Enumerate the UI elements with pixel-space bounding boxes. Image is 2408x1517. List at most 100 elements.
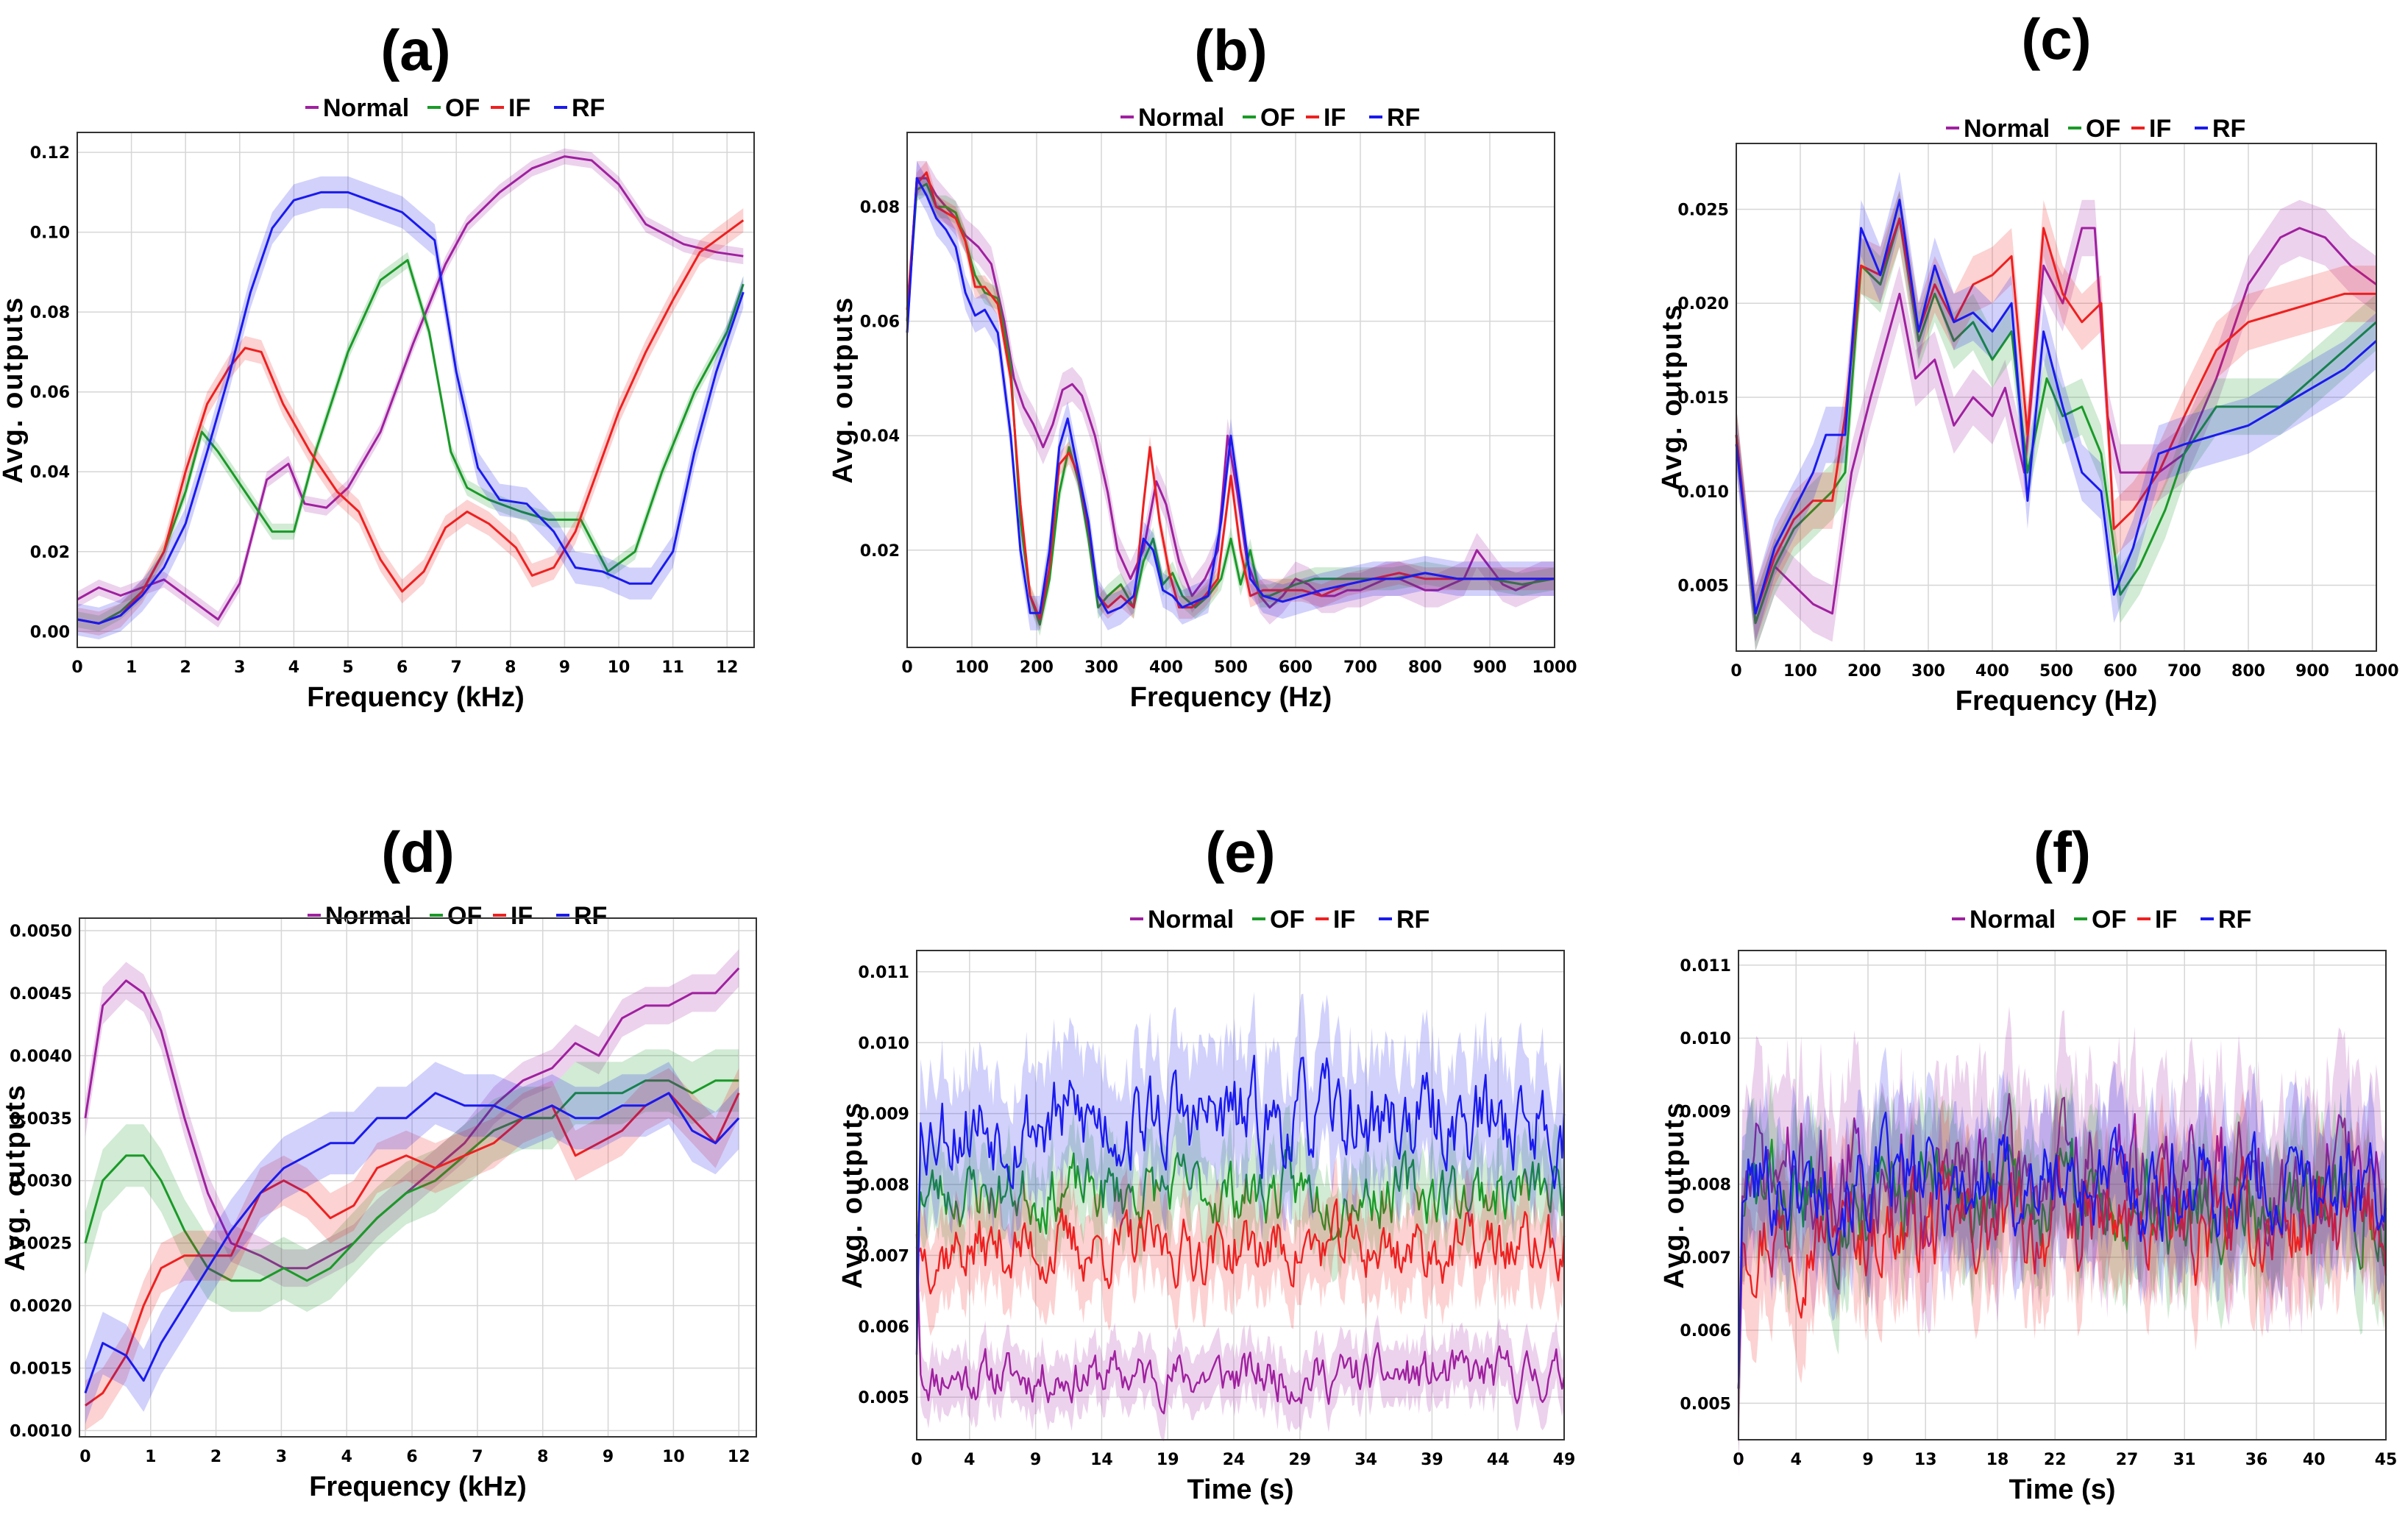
legend-item-rf: RF — [556, 902, 607, 930]
legend-label-if: IF — [1324, 104, 1346, 132]
grid-a — [77, 132, 754, 647]
chart-panel-a: (a) Normal OF IF RF 0 1 2 3 4 5 6 7 8 9 10 11 12 0.00 0.02 0… — [0, 0, 803, 758]
legend-label-normal: Normal — [1148, 906, 1234, 934]
legend-item-normal: Normal — [308, 902, 411, 930]
legend-label-rf: RF — [574, 902, 607, 930]
x-tick-label: 500 — [1214, 658, 1248, 677]
x-tick-label: 40 — [2303, 1451, 2326, 1469]
series-line-of — [1735, 217, 2377, 625]
legend-label-if: IF — [511, 902, 533, 930]
y-tick-label: 0.06 — [860, 313, 900, 332]
x-tick-label: 6 — [397, 658, 408, 677]
legend-label-rf: RF — [572, 94, 605, 122]
series-line-of — [77, 259, 745, 625]
legend-label-normal: Normal — [1138, 104, 1224, 132]
series-band-rf — [77, 176, 744, 640]
x-tick-label: 7 — [472, 1448, 483, 1466]
series-band-rf — [907, 160, 1555, 630]
legend-item-of: OF — [2068, 115, 2120, 143]
legend-label-of: OF — [445, 94, 480, 122]
x-tick-label: 200 — [1847, 662, 1881, 681]
legend-item-of: OF — [430, 902, 482, 930]
series-line-normal — [906, 177, 1555, 609]
x-tick-label: 9 — [1862, 1451, 1873, 1469]
x-tick-label: 29 — [1289, 1451, 1312, 1469]
y-tick-label: 0.12 — [30, 144, 70, 163]
y-tick-label: 0.010 — [1680, 1030, 1731, 1048]
legend-label-of: OF — [447, 902, 482, 930]
x-tick-label: 1000 — [1532, 658, 1577, 677]
series-band-of — [1738, 1073, 2386, 1454]
x-tick-label: 45 — [2375, 1451, 2398, 1469]
chart-title-b: (b) — [1194, 18, 1268, 82]
x-tick-label: 34 — [1354, 1451, 1377, 1469]
series-line-rf — [906, 177, 1555, 614]
legend-item-of: OF — [1243, 104, 1295, 132]
legend-label-if: IF — [2155, 906, 2177, 934]
series-band-if — [1738, 1090, 2386, 1454]
x-tick-label: 0 — [1730, 662, 1741, 681]
plot-frame-a — [77, 132, 755, 648]
x-tick-label: 39 — [1421, 1451, 1443, 1469]
x-tick-label: 800 — [1408, 658, 1442, 677]
x-tick-label: 1 — [126, 658, 137, 677]
chart-panel-f: (f) Normal OF IF RF 0 4 9 13 18 22 27 31 36 40 45 0.005 0… — [1605, 758, 2408, 1517]
series-line-if — [906, 171, 1555, 620]
y-tick-label: 0.010 — [858, 1034, 909, 1053]
series-line-rf — [1735, 199, 2377, 615]
x-tick-label: 8 — [505, 658, 516, 677]
x-tick-label: 11 — [661, 658, 684, 677]
series-band-if — [917, 1157, 1564, 1337]
legend-item-normal: Normal — [1946, 115, 2050, 143]
series-line-of — [915, 1146, 1566, 1248]
y-tick-label: 0.10 — [30, 224, 70, 243]
series-band-if — [85, 1067, 739, 1431]
y-tick-label: 0.020 — [1677, 295, 1729, 313]
series-line-normal — [915, 1234, 1566, 1415]
series-band-rf — [1736, 171, 2376, 642]
series-line-rf — [1737, 1112, 2387, 1389]
series-line-if — [85, 1092, 740, 1407]
legend-item-normal: Normal — [1130, 906, 1234, 934]
y-axis-label: Avg. outputs — [0, 1084, 31, 1271]
plot-frame-b — [906, 132, 1555, 648]
legend-item-if: IF — [2137, 906, 2177, 934]
chart-title-f: (f) — [2034, 820, 2091, 884]
y-axis-label: Avg. outputs — [1657, 304, 1688, 491]
y-tick-label: 0.010 — [1677, 483, 1729, 502]
chart-svg-a: (a)Normal OF IF RF0 1 2 3 4 5 6 7 8 9 10 11 120.000.020… — [0, 18, 755, 713]
series-band-normal — [917, 1206, 1564, 1442]
x-axis-label: Time (s) — [2009, 1474, 2115, 1505]
y-tick-label: 0.0030 — [10, 1173, 72, 1191]
y-axis-label: Avg. outputs — [1659, 1101, 1690, 1289]
legend-item-normal: Normal — [1952, 906, 2056, 934]
x-axis-label: Frequency (kHz) — [309, 1471, 527, 1502]
x-axis-label: Frequency (Hz) — [1130, 682, 1332, 713]
legend-label-rf: RF — [2218, 906, 2251, 934]
plot-area-f — [1737, 1006, 2387, 1477]
x-tick-label: 44 — [1487, 1451, 1510, 1469]
x-axis-label: Time (s) — [1187, 1474, 1293, 1505]
series-line-normal — [1735, 227, 2377, 625]
x-tick-label: 0 — [911, 1451, 922, 1469]
legend-label-normal: Normal — [323, 94, 409, 122]
legend-item-of: OF — [427, 94, 480, 122]
chart-svg-b: (b) Normal OF IF RF 0 100 200 300 400 500 600 700 800… — [828, 18, 1577, 713]
x-tick-label: 0 — [79, 1448, 90, 1466]
x-tick-label: 8 — [537, 1448, 548, 1466]
y-tick-label: 0.007 — [858, 1247, 909, 1265]
chart-title-a: (a) — [380, 18, 450, 82]
plot-area-d — [84, 949, 740, 1431]
grid-c — [1736, 143, 2377, 651]
legend-label-if: IF — [1333, 906, 1355, 934]
legend-item-if: IF — [491, 94, 530, 122]
y-tick-label: 0.0025 — [10, 1235, 72, 1254]
x-tick-label: 22 — [2044, 1451, 2067, 1469]
legend-item-rf: RF — [554, 94, 605, 122]
y-axis-label: Avg. outputs — [828, 296, 859, 484]
y-tick-label: 0.08 — [30, 304, 70, 322]
x-tick-label: 27 — [2116, 1451, 2139, 1469]
y-tick-label: 0.011 — [858, 964, 909, 982]
legend-label-of: OF — [2092, 906, 2126, 934]
y-tick-label: 0.005 — [1680, 1395, 1731, 1413]
